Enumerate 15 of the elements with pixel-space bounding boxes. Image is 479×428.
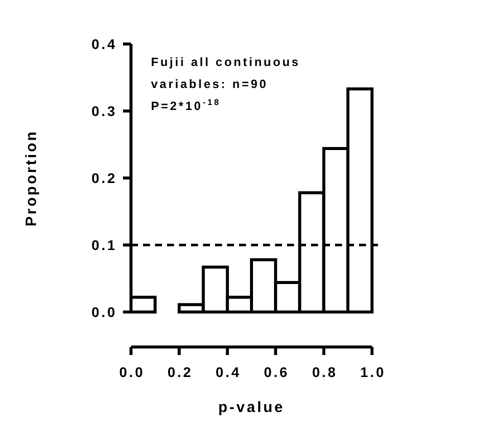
annotation: P=2*10$^{-18}$ xyxy=(151,97,221,113)
x-tick-label: 0.8 xyxy=(312,364,338,380)
x-tick-label: 0.6 xyxy=(264,364,290,380)
text: 1.0 xyxy=(360,364,386,380)
text: 0.0 xyxy=(119,364,145,380)
y-tick-label: 0.2 xyxy=(92,170,117,186)
y-axis-title: Proportion xyxy=(23,130,40,226)
y-tick-label: 0.1 xyxy=(92,236,117,253)
y-tick-label: 0.4 xyxy=(92,36,117,52)
x-tick-label: 0.4 xyxy=(216,364,242,380)
y-tick-label: 0.3 xyxy=(92,102,117,119)
annotation: Fujii all continuous variables: n=90 xyxy=(151,55,300,91)
x-tick-label: 0.2 xyxy=(167,364,193,380)
text: 0.0 xyxy=(92,304,117,320)
x-axis-title: p-value xyxy=(218,399,285,416)
